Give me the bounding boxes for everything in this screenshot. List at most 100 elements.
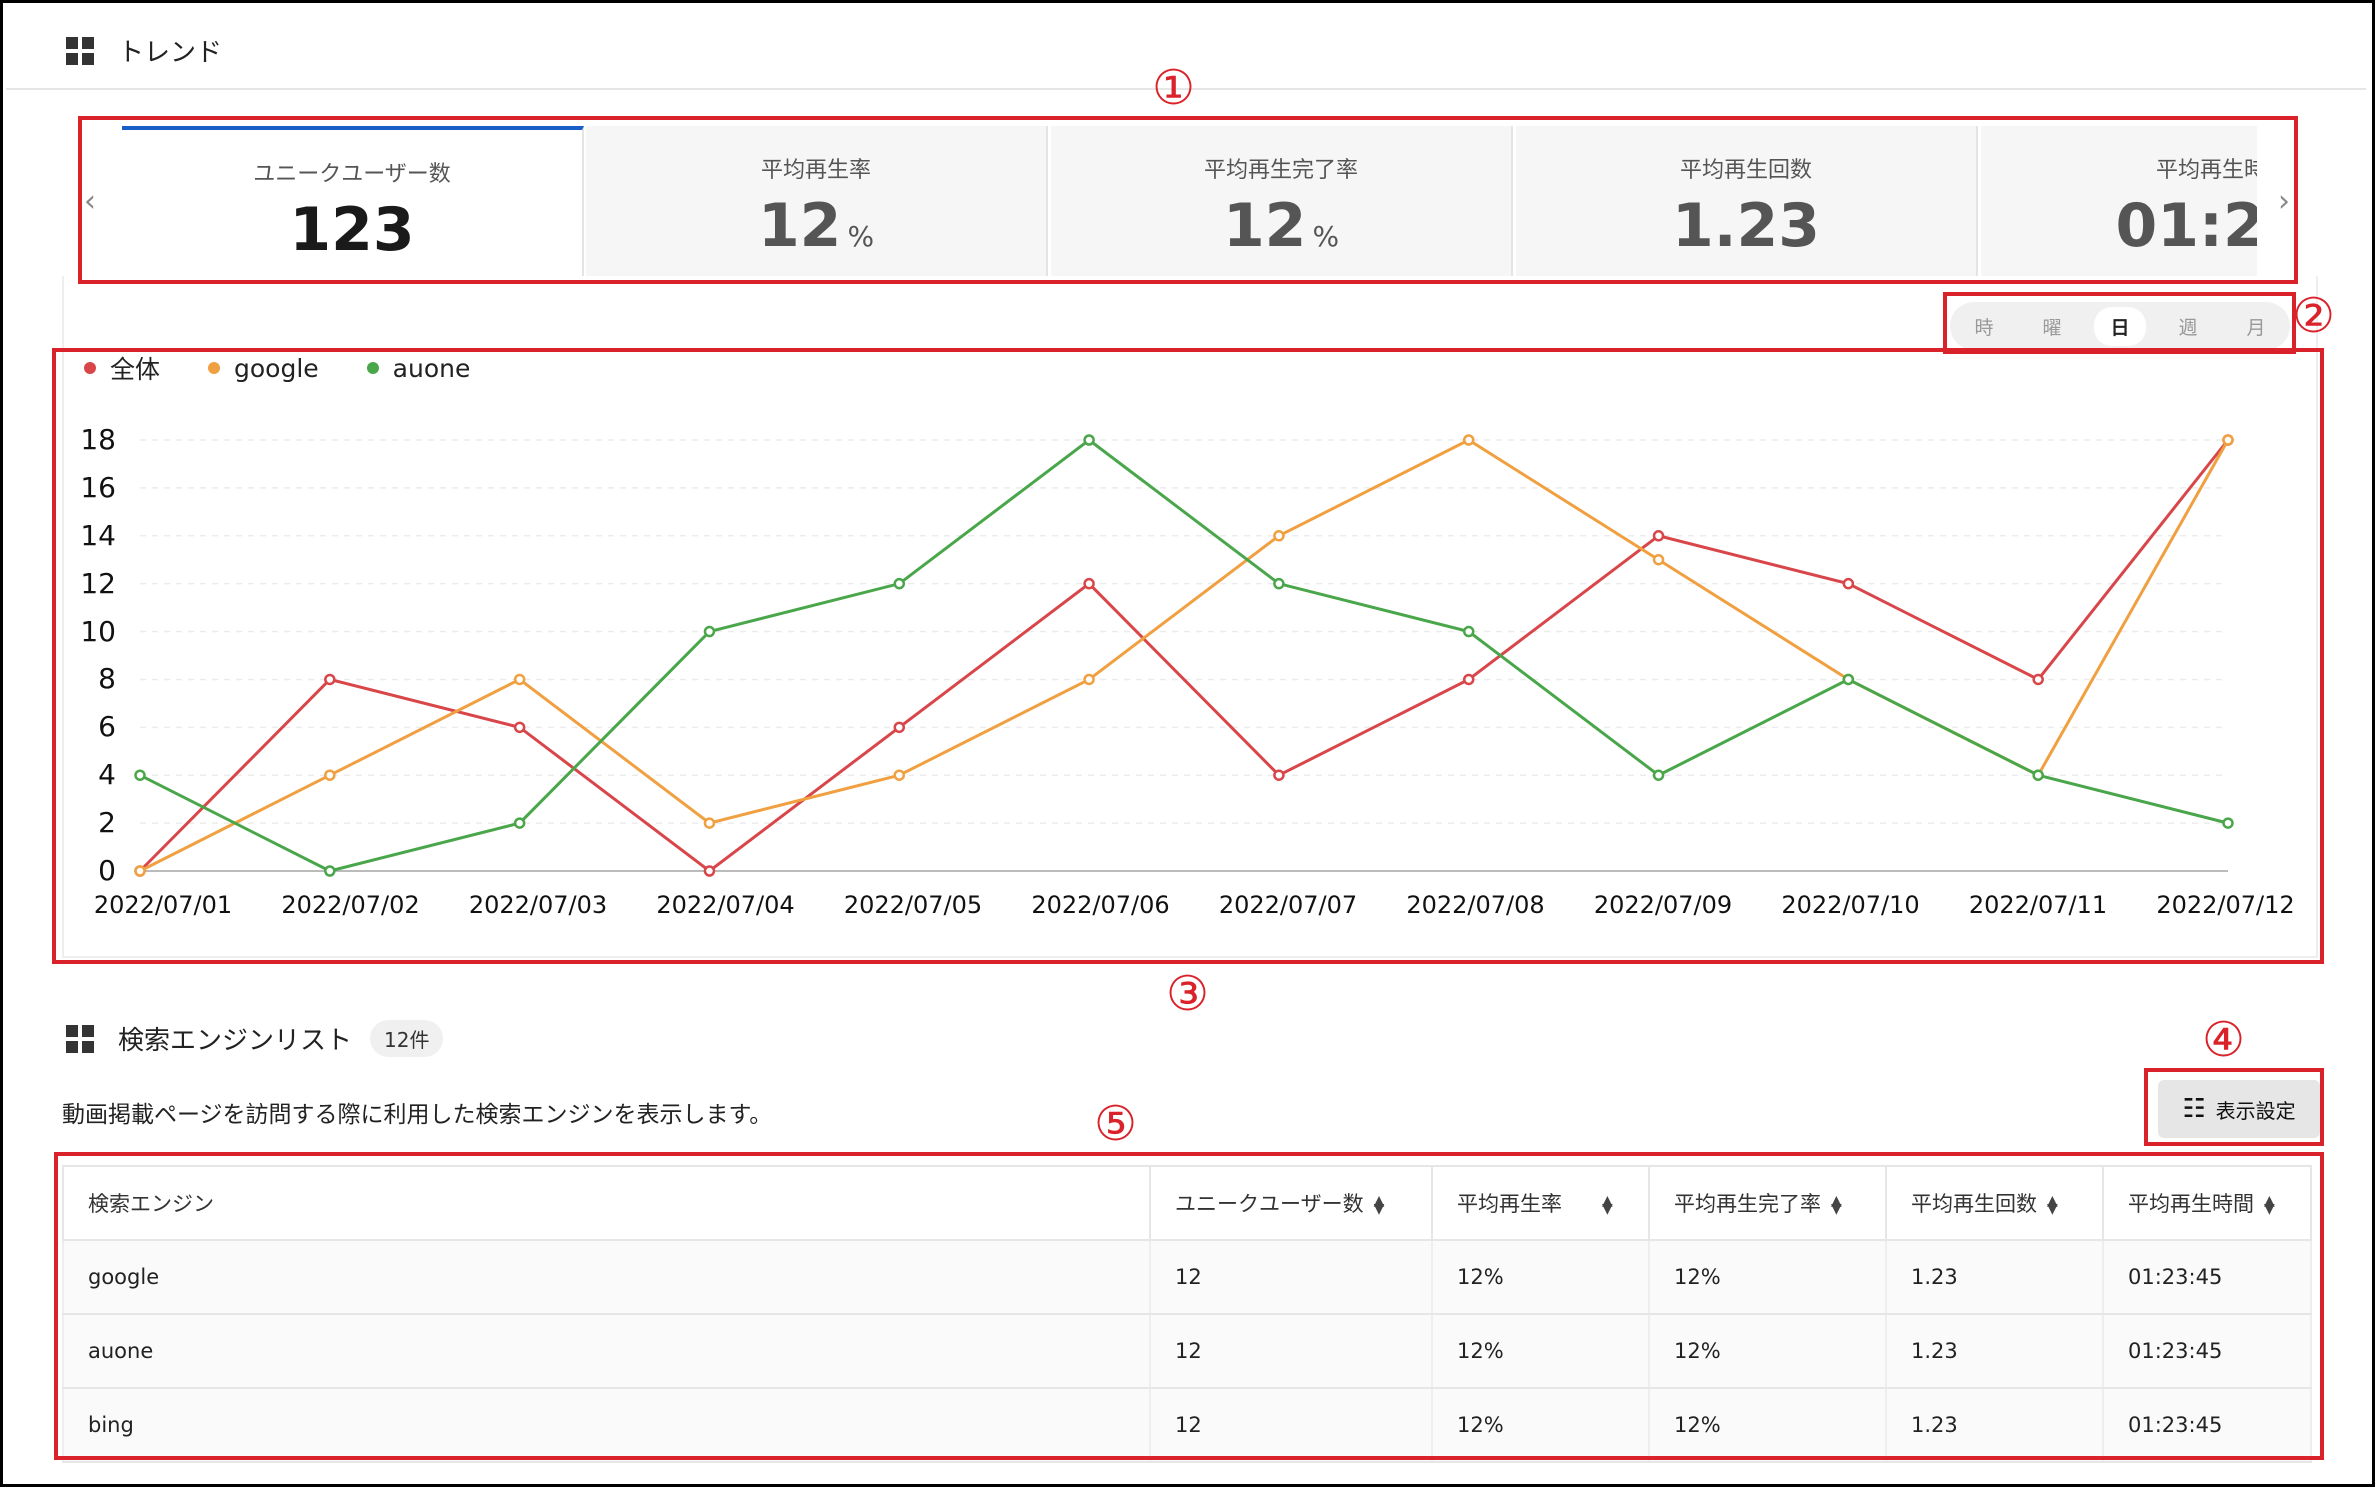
data-point[interactable]: [1462, 673, 1475, 686]
kpi-value: 01:23: [1981, 196, 2258, 256]
cell-engine: bing: [62, 1387, 1151, 1463]
x-tick-label: 2022/07/09: [1593, 891, 1733, 919]
table-row[interactable]: google 12 12% 12% 1.23 01:23:45: [62, 1239, 2312, 1315]
data-point[interactable]: [1842, 577, 1855, 590]
data-point[interactable]: [1083, 577, 1095, 590]
legend-label: google: [234, 353, 319, 383]
legend-label: auone: [392, 353, 471, 383]
data-point[interactable]: [1842, 673, 1855, 686]
legend-dot: [208, 362, 221, 374]
period-weekday-button[interactable]: 曜: [2042, 316, 2062, 339]
cell-unique-users: 12: [1149, 1239, 1433, 1315]
data-point[interactable]: [134, 865, 146, 877]
col-header-unique-users[interactable]: ユニークユーザー数 ▲ ▼: [1149, 1165, 1433, 1241]
x-tick-label: 2022/07/08: [1406, 891, 1545, 919]
col-header-play-count[interactable]: 平均再生回数 ▲ ▼: [1885, 1165, 2104, 1241]
kpi-card-unique-users[interactable]: ユニークユーザー数 123: [122, 126, 584, 276]
x-tick-label: 2022/07/07: [1218, 891, 1358, 919]
trend-title: トレンド: [118, 38, 223, 68]
data-point[interactable]: [324, 673, 336, 686]
cell-completion-rate: 12%: [1648, 1239, 1887, 1315]
data-point[interactable]: [1083, 673, 1095, 686]
data-point[interactable]: [703, 625, 716, 638]
period-day-button[interactable]: 日: [2094, 306, 2146, 346]
data-point[interactable]: [324, 865, 336, 877]
data-point[interactable]: [1273, 769, 1285, 781]
col-header-completion-rate[interactable]: 平均再生完了率 ▲ ▼: [1648, 1165, 1887, 1241]
annotation-number-2: ②: [2292, 288, 2336, 344]
kpi-number: 01:23: [2115, 191, 2258, 261]
x-tick-label: 2022/07/11: [1968, 891, 2108, 919]
col-header-play-rate[interactable]: 平均再生率 ▲ ▼: [1431, 1165, 1650, 1241]
cell-play-time: 01:23:45: [2102, 1313, 2312, 1389]
sort-icon[interactable]: ▲ ▼: [1831, 1193, 1842, 1217]
col-label: ユニークユーザー数: [1175, 1192, 1364, 1216]
kpi-card-avg-play-time[interactable]: 平均再生時 01:23: [1981, 126, 2257, 276]
period-month-button[interactable]: 月: [2246, 316, 2266, 339]
kpi-value: 12%: [586, 196, 1046, 256]
cell-play-time: 01:23:45: [2102, 1387, 2312, 1463]
legend-dot: [366, 362, 379, 374]
data-point[interactable]: [2222, 434, 2234, 446]
data-point[interactable]: [1652, 530, 1665, 542]
data-point[interactable]: [1462, 625, 1475, 638]
legend-item-google[interactable]: google: [208, 350, 319, 386]
kpi-label: 平均再生完了率: [1203, 158, 1358, 183]
list-header: 検索エンジンリスト 12件: [66, 1020, 444, 1057]
kpi-card-avg-completion-rate[interactable]: 平均再生完了率 12%: [1051, 126, 1513, 276]
sort-icon[interactable]: ▲ ▼: [2047, 1193, 2058, 1217]
kpi-prev-arrow-icon[interactable]: ‹: [84, 184, 96, 219]
kpi-number: 12: [757, 191, 842, 261]
sort-icon[interactable]: ▲ ▼: [1373, 1193, 1385, 1217]
data-point[interactable]: [893, 769, 906, 781]
kpi-card-avg-play-count[interactable]: 平均再生回数 1.23: [1516, 126, 1978, 276]
data-point[interactable]: [1273, 577, 1285, 590]
data-point[interactable]: [513, 721, 526, 734]
cell-play-rate: 12%: [1431, 1313, 1650, 1389]
data-point[interactable]: [2032, 673, 2044, 686]
sort-icon[interactable]: ▲ ▼: [2264, 1193, 2275, 1217]
period-hour-button[interactable]: 時: [1974, 316, 1994, 339]
data-point[interactable]: [1083, 434, 1095, 446]
kpi-unit: %: [847, 220, 875, 253]
display-settings-button[interactable]: ☷ 表示設定: [2158, 1080, 2320, 1138]
data-point[interactable]: [893, 721, 906, 734]
data-point[interactable]: [703, 865, 716, 877]
data-point[interactable]: [513, 817, 526, 829]
data-point[interactable]: [1273, 530, 1285, 542]
sort-icon[interactable]: ▲ ▼: [1602, 1193, 1613, 1217]
kpi-next-arrow-icon[interactable]: ›: [2278, 184, 2290, 219]
annotation-box-2: [1943, 292, 2296, 354]
legend-item-all[interactable]: 全体: [84, 350, 160, 386]
col-header-play-time[interactable]: 平均再生時間 ▲ ▼: [2102, 1165, 2312, 1241]
cell-play-count: 1.23: [1885, 1313, 2104, 1389]
data-point[interactable]: [134, 769, 146, 781]
cell-play-time: 01:23:45: [2102, 1239, 2312, 1315]
table-row[interactable]: auone 12 12% 12% 1.23 01:23:45: [62, 1313, 2312, 1389]
period-week-button[interactable]: 週: [2178, 316, 2198, 339]
data-point[interactable]: [703, 817, 716, 829]
col-label: 検索エンジン: [88, 1192, 214, 1216]
series-line-0: [138, 439, 2230, 873]
search-engine-table: 検索エンジン ユニークユーザー数 ▲ ▼ 平均再生率 ▲ ▼ 平均再生完了率 ▲ ▼ 平均再…: [62, 1165, 2312, 1463]
data-point[interactable]: [893, 577, 906, 590]
col-header-engine[interactable]: 検索エンジン: [62, 1165, 1151, 1241]
data-point[interactable]: [2032, 769, 2044, 781]
data-point[interactable]: [513, 673, 526, 686]
cell-play-count: 1.23: [1885, 1387, 2104, 1463]
annotation-box-1: [78, 116, 2298, 284]
y-tick-label: 6: [98, 710, 116, 744]
data-point[interactable]: [1462, 434, 1475, 446]
data-point[interactable]: [324, 769, 336, 781]
y-tick-label: 8: [98, 662, 116, 696]
data-point[interactable]: [1652, 769, 1665, 781]
legend-item-auone[interactable]: auone: [366, 350, 471, 386]
cell-play-count: 1.23: [1885, 1239, 2104, 1315]
x-tick-label: 2022/07/06: [1031, 891, 1170, 919]
kpi-label: ユニークユーザー数: [253, 162, 451, 187]
cell-unique-users: 12: [1149, 1387, 1433, 1463]
table-row[interactable]: bing 12 12% 12% 1.23 01:23:45: [62, 1387, 2312, 1463]
data-point[interactable]: [2222, 817, 2234, 829]
kpi-card-avg-play-rate[interactable]: 平均再生率 12%: [586, 126, 1048, 276]
data-point[interactable]: [1652, 553, 1665, 566]
